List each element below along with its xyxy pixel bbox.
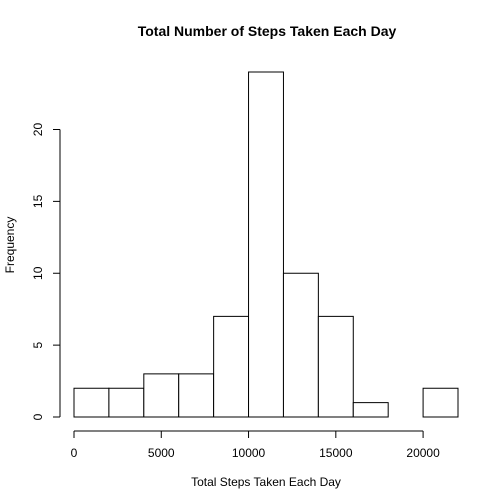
y-axis: 0 5 10 15 20	[31, 123, 61, 420]
histogram-bar	[73, 387, 110, 418]
x-tick-label: 5000	[148, 446, 175, 460]
y-tick-label: 0	[31, 413, 45, 420]
histogram-bar	[248, 71, 284, 418]
histogram-bar	[422, 387, 459, 418]
bars-group	[73, 71, 459, 418]
x-tick-label: 10000	[232, 446, 266, 460]
y-tick-label: 15	[31, 194, 45, 208]
y-tick-label: 5	[31, 341, 45, 348]
histogram-bar	[352, 402, 389, 418]
x-axis-label: Total Steps Taken Each Day	[191, 475, 341, 489]
x-tick-label: 20000	[406, 446, 440, 460]
histogram-bar	[178, 373, 215, 418]
y-tick-label: 10	[31, 266, 45, 280]
histogram-bar	[317, 315, 354, 418]
x-axis: 0 5000 10000 15000 20000	[71, 430, 440, 460]
histogram-bar	[282, 272, 319, 418]
x-tick-label: 0	[71, 446, 78, 460]
histogram-bar	[108, 387, 145, 418]
histogram-bar	[213, 315, 250, 418]
x-tick-label: 15000	[319, 446, 353, 460]
y-tick-label: 20	[31, 123, 45, 137]
chart-title: Total Number of Steps Taken Each Day	[138, 23, 397, 39]
histogram-bar	[143, 373, 180, 418]
y-axis-label: Frequency	[3, 217, 17, 274]
